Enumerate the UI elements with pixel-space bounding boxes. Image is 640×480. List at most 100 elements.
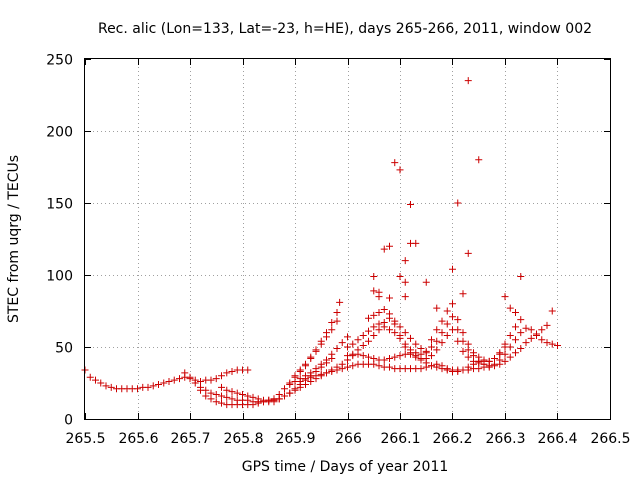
data-point — [370, 272, 378, 280]
y-tick-label: 200 — [46, 125, 73, 141]
data-point — [344, 333, 351, 341]
data-point — [317, 370, 325, 378]
data-point — [443, 366, 451, 374]
data-point — [338, 339, 346, 347]
plot-frame — [84, 58, 611, 420]
data-point — [538, 326, 546, 334]
data-point — [475, 156, 483, 164]
data-point — [454, 316, 462, 324]
series-arc-h — [291, 298, 344, 380]
data-point — [464, 249, 472, 257]
data-point — [380, 306, 388, 314]
y-tick-label: 100 — [46, 269, 73, 285]
data-point — [407, 239, 414, 247]
data-point — [218, 383, 225, 391]
data-point — [275, 395, 283, 403]
data-point — [328, 326, 336, 334]
data-point — [386, 310, 393, 318]
data-point — [433, 337, 441, 345]
data-point — [212, 391, 220, 399]
data-point — [417, 344, 425, 352]
data-point — [375, 308, 383, 316]
data-point — [464, 363, 472, 371]
data-point — [218, 372, 225, 380]
data-point — [548, 307, 556, 315]
data-point — [512, 336, 519, 344]
data-point — [449, 265, 456, 273]
data-point — [323, 356, 330, 364]
data-point — [344, 352, 351, 360]
data-point — [336, 298, 344, 306]
data-point — [244, 392, 252, 400]
series-storm-peaks — [365, 300, 525, 365]
data-points — [81, 77, 561, 409]
series-arc-i — [296, 365, 346, 386]
data-point — [401, 257, 409, 265]
data-point — [134, 385, 141, 393]
x-tick-label: 265.9 — [275, 431, 315, 447]
data-point — [239, 391, 246, 399]
data-point — [333, 308, 341, 316]
x-tick-label: 265.6 — [118, 431, 158, 447]
data-point — [454, 337, 462, 345]
x-axis-label: GPS time / Days of year 2011 — [242, 459, 449, 475]
data-point — [443, 307, 451, 315]
data-point — [449, 326, 456, 334]
data-point — [454, 367, 462, 375]
data-point — [438, 329, 446, 337]
data-point — [86, 373, 94, 381]
data-point — [396, 331, 404, 339]
data-point — [401, 278, 409, 286]
data-point — [401, 293, 409, 301]
y-tick-labels: 0 50 100 150 200 250 — [46, 53, 73, 429]
data-point — [349, 340, 357, 348]
data-point — [428, 352, 435, 360]
series-arc-a — [181, 366, 252, 386]
data-point — [433, 346, 441, 354]
x-tick-label: 266.5 — [590, 431, 630, 447]
data-point — [349, 362, 357, 370]
data-point — [512, 308, 519, 316]
data-point — [312, 346, 320, 354]
x-tick-label: 265.5 — [65, 431, 105, 447]
data-point — [517, 272, 525, 280]
data-point — [464, 353, 472, 361]
x-tick-label: 266.3 — [485, 431, 525, 447]
data-point — [291, 386, 299, 394]
data-point — [438, 317, 446, 325]
data-point — [149, 382, 157, 390]
data-point — [328, 319, 336, 327]
data-point — [475, 353, 483, 361]
data-point — [286, 389, 294, 397]
data-point — [391, 329, 399, 337]
data-point — [433, 304, 441, 312]
data-point — [517, 316, 525, 324]
data-point — [281, 385, 288, 393]
x-tick-label: 266 — [335, 431, 362, 447]
data-point — [412, 340, 420, 348]
data-point — [328, 350, 336, 358]
data-point — [359, 342, 367, 350]
data-point — [370, 311, 378, 319]
data-point — [228, 367, 236, 375]
data-point — [470, 357, 477, 365]
data-point — [160, 379, 168, 387]
data-point — [449, 313, 456, 321]
data-point — [359, 331, 367, 339]
data-point — [212, 375, 220, 383]
data-point — [223, 393, 231, 401]
data-point — [396, 352, 404, 360]
series-storm-arc-2 — [354, 314, 551, 370]
data-point — [249, 393, 257, 401]
data-point — [375, 326, 383, 334]
data-point — [333, 344, 341, 352]
data-point — [527, 326, 535, 334]
y-tick-label: 50 — [55, 341, 73, 357]
data-point — [543, 339, 551, 347]
data-point — [338, 365, 346, 373]
data-point — [538, 336, 546, 344]
data-point — [365, 327, 372, 335]
y-tick-label: 150 — [46, 197, 73, 213]
data-point — [191, 379, 199, 387]
data-point — [317, 337, 325, 345]
